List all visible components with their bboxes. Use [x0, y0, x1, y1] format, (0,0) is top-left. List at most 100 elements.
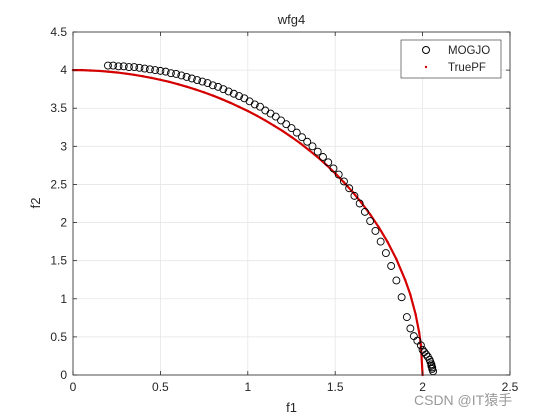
legend-marker-truepf	[424, 65, 428, 69]
series-mogjo-point	[355, 199, 364, 208]
series-mogjo-point	[298, 133, 306, 142]
series-truepf-point	[281, 129, 284, 133]
x-tick-label: 0.5	[152, 380, 169, 394]
series-mogjo-point	[114, 62, 123, 71]
x-tick-label: 2	[419, 380, 426, 394]
series-truepf-point	[386, 240, 389, 244]
series-truepf-point	[377, 226, 381, 229]
series-mogjo-point	[109, 61, 118, 70]
series-mogjo-point	[416, 341, 425, 350]
series-mogjo-point	[250, 100, 259, 109]
series-mogjo-point	[198, 77, 207, 86]
series-mogjo-point	[319, 153, 327, 161]
series-mogjo-point	[313, 147, 322, 156]
series-truepf-point	[159, 78, 162, 81]
legend-label-truepf: TruePF	[448, 62, 486, 74]
series-mogjo-point	[339, 177, 348, 186]
series-mogjo-point	[376, 237, 385, 246]
series-mogjo-point	[135, 63, 144, 72]
series-mogjo-point	[350, 191, 359, 200]
series-mogjo-point	[392, 276, 401, 285]
series-mogjo-point	[182, 73, 191, 81]
axes-box	[72, 31, 511, 376]
series-truepf-point	[272, 124, 276, 127]
y-tick-label: 0	[60, 368, 67, 382]
series-truepf-point	[264, 119, 267, 122]
series-mogjo-point	[271, 112, 280, 121]
series-truepf-point	[229, 101, 232, 105]
series-mogjo-point	[208, 81, 217, 90]
watermark: CSDN @IT猿手	[414, 392, 512, 408]
x-tick-label: 1.5	[327, 380, 344, 394]
legend-marker-mogjo	[422, 46, 430, 54]
legend-box	[400, 39, 502, 79]
series-truepf-point	[395, 257, 398, 261]
series-mogjo-point	[303, 137, 312, 146]
y-tick-label: 4	[60, 63, 67, 77]
series-mogjo-point	[140, 64, 149, 73]
series-mogjo-point	[292, 128, 301, 137]
series-truepf-point	[185, 85, 188, 88]
series-mogjo-point	[397, 293, 406, 302]
series-mogjo-point	[203, 79, 212, 88]
series-mogjo-point	[334, 170, 343, 179]
series-truepf-point	[368, 213, 372, 216]
series-truepf-point	[409, 293, 412, 296]
series-mogjo-point	[187, 74, 196, 83]
series-truepf-point	[141, 75, 145, 78]
series-mogjo-point	[345, 184, 354, 193]
series-mogjo-point	[214, 82, 223, 91]
series-mogjo-point	[235, 92, 244, 100]
x-tick-label: 2.5	[502, 380, 519, 394]
series-truepf-point	[290, 135, 293, 139]
series-mogjo-point	[287, 124, 296, 132]
legend: MOGJO TruePF	[400, 39, 502, 79]
y-tick-label: 1	[60, 292, 67, 306]
y-tick-label: 0.5	[50, 330, 67, 344]
series-mogjo-point	[193, 76, 202, 84]
series-mogjo-point	[277, 116, 285, 125]
y-tick-label: 2	[60, 216, 67, 230]
series-truepf-point	[360, 201, 363, 204]
series-truepf-point	[89, 69, 92, 72]
series-truepf-line	[73, 69, 424, 376]
series-mogjo-point	[371, 226, 380, 235]
y-tick-label: 4.5	[50, 25, 67, 39]
series-mogjo-point	[387, 262, 396, 270]
series-mogjo-point	[406, 324, 415, 333]
series-mogjo-point	[324, 158, 333, 167]
y-tick-label: 3	[60, 139, 67, 153]
series-truepf-point	[80, 68, 83, 72]
y-tick-label: 1.5	[50, 254, 67, 268]
x-axis-label: f1	[286, 400, 297, 415]
series-mogjo-point	[172, 69, 181, 78]
series-mogjo-point	[282, 120, 291, 129]
legend-label-mogjo: MOGJO	[448, 45, 490, 57]
series-mogjo-point	[366, 217, 375, 225]
series-mogjo-point	[329, 164, 338, 173]
series-truepf-point	[106, 70, 110, 73]
series-truepf-point	[176, 82, 180, 86]
y-tick-label: 3.5	[50, 101, 67, 115]
series-truepf-point	[237, 105, 241, 109]
series-truepf-point	[98, 69, 101, 73]
series-mogjo-point	[224, 87, 233, 96]
series-mogjo-point	[124, 63, 133, 72]
series-truepf-point	[202, 91, 206, 94]
y-tick-label: 2.5	[50, 177, 67, 191]
series-mogjo-point	[145, 65, 154, 74]
series-mogjo-point	[166, 69, 175, 78]
ticks: 0 0.5 1 1.5 2 2.5 0 0.5 1 1.5 2 2.5 3 3.5 4 4.5	[50, 25, 518, 394]
series-truepf-point	[255, 114, 258, 117]
series-layer	[71, 61, 438, 377]
series-mogjo-point	[156, 66, 165, 75]
series-truepf-point	[220, 97, 223, 101]
series-truepf-point	[307, 148, 311, 152]
grid	[72, 31, 511, 376]
series-mogjo-point	[104, 61, 112, 70]
series-mogjo-point	[427, 361, 436, 370]
series-mogjo-point	[177, 71, 186, 80]
series-truepf-point	[403, 278, 407, 281]
series-truepf-point	[419, 343, 423, 346]
